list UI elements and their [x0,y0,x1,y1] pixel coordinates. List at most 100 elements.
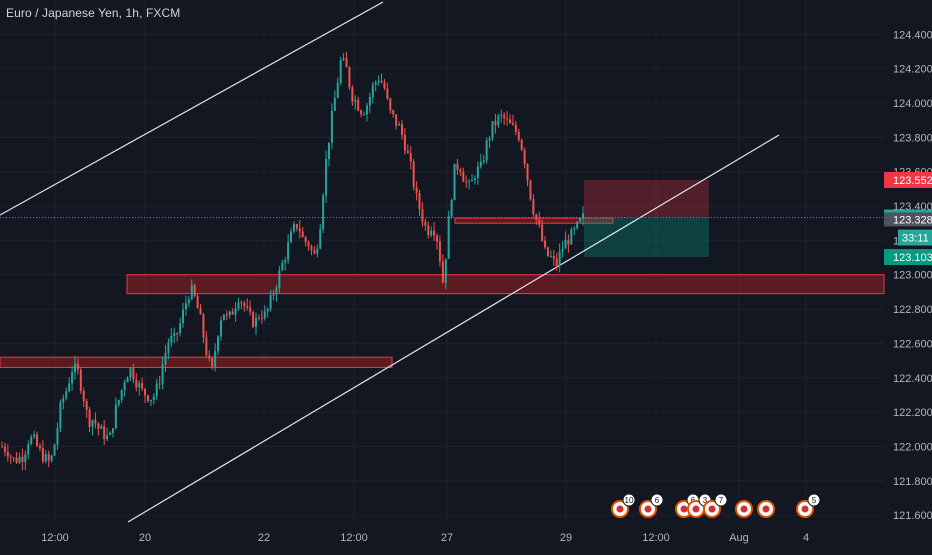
candle-body [208,355,211,359]
candle-body [582,213,584,219]
candle-body [103,426,106,440]
channel-lower-line[interactable] [127,134,780,523]
candle-body [164,353,167,365]
symbol-title[interactable]: Euro / Japanese Yen, 1h, FXCM [6,6,181,20]
candle-body [421,209,424,222]
candle-body [281,262,284,271]
price-tick-label: 122.600 [893,338,932,350]
candle-body [79,369,82,391]
event-marker[interactable]: 10 [611,493,636,518]
candle-body [462,171,465,182]
event-marker-dot [740,505,748,513]
candle-body [184,303,187,310]
candle-body [538,219,541,225]
candle-body [482,160,485,162]
candle-body [170,336,173,343]
candle-body [138,383,141,388]
candle-body [161,364,164,384]
candle-body [456,163,459,170]
time-tick-label: Aug [729,532,749,544]
demand-zone-lower[interactable] [0,356,393,368]
candle-body [260,318,263,320]
candle-body [173,332,176,337]
candle-body [100,426,103,429]
candle-body [479,161,482,167]
candle-body [392,110,395,115]
candle-body [187,299,190,304]
candle-body [193,285,196,296]
event-marker[interactable]: 6 [639,493,664,518]
candle-body [360,110,363,115]
event-badge-count: 5 [812,496,817,505]
grid-lines [0,0,884,522]
candle-body [368,97,371,106]
candle-body [266,308,269,312]
position-stop-area[interactable] [584,179,709,218]
stop-price-label[interactable]: 123.103 [884,249,932,266]
candle-body [9,456,12,458]
candle-body [18,456,21,463]
price-tick-label: 123.000 [893,270,932,282]
candle-body [354,99,357,102]
candles [1,52,584,471]
event-marker-dot [708,505,716,513]
price-tick-label: 123.800 [893,132,932,144]
event-badge-count: 6 [655,496,660,505]
candle-body [65,391,68,399]
candle-body [377,80,380,83]
candle-body [12,457,15,459]
candle-body [503,114,506,119]
target-price-label-bg [884,171,932,188]
channel-upper-line[interactable] [0,1,384,216]
candle-body [146,395,149,402]
event-marker[interactable]: 7 [703,493,728,518]
candle-body [427,225,430,236]
demand-zone-upper[interactable] [126,274,885,295]
candle-body [228,311,231,316]
candle-body [570,229,573,245]
resistance-zone-small[interactable] [454,217,614,224]
event-marker[interactable] [735,500,753,518]
position-target-area[interactable] [584,217,709,258]
countdown-text: 33:11 [902,233,929,245]
candle-body [152,396,155,400]
candle-body [290,231,293,243]
candle-body [73,363,76,373]
candle-body [453,163,456,201]
candle-body [494,121,497,126]
candle-body [576,221,579,229]
candle-body [555,258,558,267]
candle-body [243,302,246,307]
candle-body [202,314,205,338]
candle-body [126,377,129,383]
candle-body [322,195,325,230]
candle-body [561,248,564,252]
target-price-label-text: 123.552 [893,175,932,187]
candle-body [21,456,24,462]
candle-body [497,115,500,126]
candle-body [438,241,441,262]
candle-body [473,178,476,181]
candle-body [333,97,336,111]
candle-body [214,351,217,367]
candle-body [252,312,255,327]
time-axis[interactable]: 12:00 20 22 12:00 27 29 12:00 Aug 4 [41,532,809,544]
time-tick-label: 20 [139,532,151,544]
candle-body [109,432,112,435]
candle-body [409,152,412,162]
candle-body [114,404,117,429]
event-marker[interactable] [757,500,775,518]
bid-price-label-bg [884,212,932,227]
price-tick-label: 122.400 [893,373,932,385]
candle-body [579,218,582,222]
target-price-label[interactable]: 123.552 [884,171,932,188]
bid-price-label[interactable]: 123.328 [884,212,932,227]
candle-body [3,446,6,452]
candle-body [47,453,50,461]
event-marker[interactable]: 5 [796,493,821,518]
price-axis[interactable]: 121.600 121.800 122.000 122.200 122.400 122.6… [893,29,932,522]
candle-body [284,260,287,263]
event-badge-bg [622,493,636,507]
